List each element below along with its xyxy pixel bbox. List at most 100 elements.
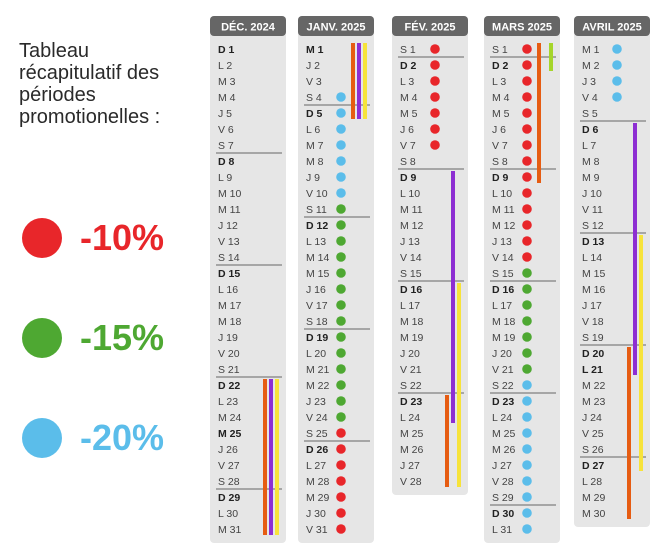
day-label: M 16 xyxy=(582,284,606,296)
day-label: J 2 xyxy=(306,60,320,72)
month-header-label: MARS 2025 xyxy=(492,22,552,34)
day-label: V 3 xyxy=(306,76,322,88)
legend-label-15: -15% xyxy=(80,317,165,358)
day-label: V 7 xyxy=(400,140,416,152)
day-label: J 12 xyxy=(218,220,238,232)
day-label: V 14 xyxy=(492,252,514,264)
legend-title: Tableau récapitulatif des périodes promo… xyxy=(19,40,199,128)
blue-promo-dot xyxy=(336,140,346,150)
day-label: S 14 xyxy=(218,252,240,264)
green-promo-dot xyxy=(522,348,532,358)
day-label: M 4 xyxy=(400,92,418,104)
day-label: L 30 xyxy=(218,508,238,520)
green-promo-dot xyxy=(336,380,346,390)
day-label: S 7 xyxy=(218,140,234,152)
day-label: M 29 xyxy=(306,492,330,504)
red-promo-dot xyxy=(430,44,440,54)
green-promo-dot xyxy=(336,236,346,246)
day-label: M 22 xyxy=(306,380,330,392)
blue-promo-dot xyxy=(522,396,532,406)
day-label: L 17 xyxy=(400,300,420,312)
day-label: J 20 xyxy=(492,348,512,360)
day-label: M 4 xyxy=(492,92,510,104)
yellow-period-bar xyxy=(363,43,367,119)
day-label: V 27 xyxy=(218,460,240,472)
day-label: M 11 xyxy=(492,204,515,216)
blue-promo-dot xyxy=(612,76,622,86)
red-promo-dot xyxy=(430,140,440,150)
day-label: M 12 xyxy=(400,220,424,232)
day-label: D 22 xyxy=(218,380,240,392)
day-label: M 21 xyxy=(306,364,330,376)
day-label: V 28 xyxy=(492,476,514,488)
green-promo-dot xyxy=(336,204,346,214)
day-label: M 2 xyxy=(582,60,600,72)
blue-promo-dot xyxy=(612,60,622,70)
blue-promo-dot xyxy=(522,460,532,470)
red-promo-dot xyxy=(522,220,532,230)
day-label: S 29 xyxy=(492,492,514,504)
green-promo-dot xyxy=(336,268,346,278)
day-label: V 31 xyxy=(306,524,328,536)
green-promo-dot xyxy=(522,316,532,326)
day-label: M 18 xyxy=(218,316,242,328)
red-promo-dot xyxy=(522,156,532,166)
day-label: D 5 xyxy=(306,108,323,120)
day-label: L 3 xyxy=(400,76,414,88)
day-label: L 7 xyxy=(582,140,596,152)
blue-promo-dot xyxy=(522,476,532,486)
month-header xyxy=(298,16,374,36)
day-label: L 3 xyxy=(492,76,506,88)
day-label: L 14 xyxy=(582,252,602,264)
day-label: V 10 xyxy=(306,188,328,200)
day-label: M 18 xyxy=(400,316,424,328)
day-label: V 14 xyxy=(400,252,422,264)
day-label: V 25 xyxy=(582,428,604,440)
red-dot-icon xyxy=(22,218,62,258)
day-label: J 16 xyxy=(306,284,326,296)
day-label: M 5 xyxy=(492,108,510,120)
month-header xyxy=(392,16,468,36)
day-label: D 16 xyxy=(400,284,422,296)
day-label: J 3 xyxy=(582,76,596,88)
yellow-period-bar xyxy=(639,235,643,471)
day-label: J 30 xyxy=(306,508,326,520)
day-label: L 17 xyxy=(492,300,512,312)
red-promo-dot xyxy=(522,76,532,86)
red-promo-dot xyxy=(336,492,346,502)
day-label: D 16 xyxy=(492,284,514,296)
day-label: M 26 xyxy=(400,444,424,456)
blue-promo-dot xyxy=(336,188,346,198)
day-label: D 26 xyxy=(306,444,328,456)
legend-label-20: -20% xyxy=(80,417,165,458)
day-label: V 18 xyxy=(582,316,604,328)
day-label: M 28 xyxy=(306,476,330,488)
red-promo-dot xyxy=(522,188,532,198)
red-promo-dot xyxy=(336,508,346,518)
day-label: M 30 xyxy=(582,508,606,520)
day-label: M 1 xyxy=(582,44,600,56)
day-label: M 25 xyxy=(218,428,242,440)
purple-period-bar xyxy=(633,123,637,375)
red-promo-dot xyxy=(522,44,532,54)
red-promo-dot xyxy=(522,140,532,150)
day-label: M 4 xyxy=(218,92,236,104)
blue-promo-dot xyxy=(522,444,532,454)
day-label: M 18 xyxy=(492,316,516,328)
day-label: D 1 xyxy=(218,44,235,56)
month-column xyxy=(392,16,468,495)
green-promo-dot xyxy=(336,220,346,230)
green-promo-dot xyxy=(336,316,346,326)
legend-title-line: récapitulatif des xyxy=(19,62,160,84)
blue-promo-dot xyxy=(336,92,346,102)
day-label: J 23 xyxy=(306,396,326,408)
day-label: J 13 xyxy=(492,236,512,248)
purple-period-bar xyxy=(269,379,273,535)
day-label: M 25 xyxy=(400,428,424,440)
day-label: L 21 xyxy=(582,364,603,376)
day-label: L 24 xyxy=(492,412,512,424)
day-label: V 4 xyxy=(582,92,598,104)
day-label: M 10 xyxy=(218,188,242,200)
day-label: D 9 xyxy=(492,172,509,184)
day-label: S 1 xyxy=(492,44,508,56)
